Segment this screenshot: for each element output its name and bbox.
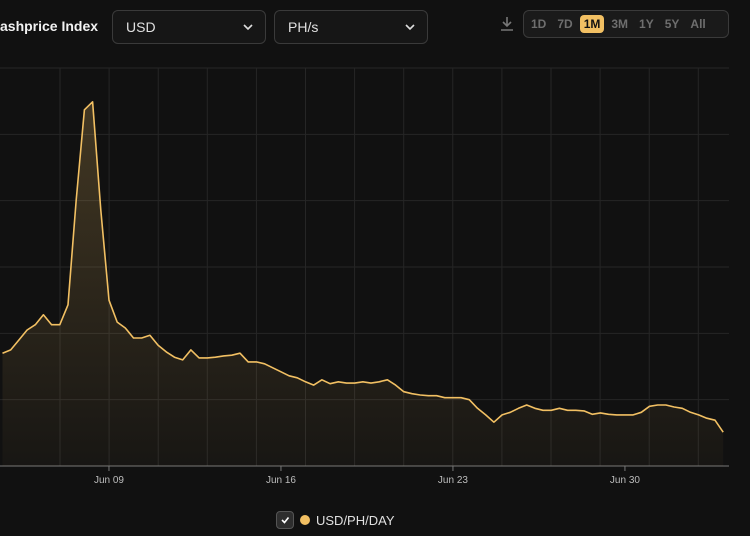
x-tick-label: Jun 30 <box>610 475 640 486</box>
currency-select[interactable]: USD <box>112 10 266 44</box>
x-tick-label: Jun 23 <box>438 475 468 486</box>
range-button[interactable]: All <box>690 17 706 31</box>
x-tick-label: Jun 16 <box>266 475 296 486</box>
range-selector: 1D 7D 1M 3M 1Y 5Y All <box>523 10 729 38</box>
range-button[interactable]: 1M <box>579 15 605 33</box>
currency-value: USD <box>126 19 156 35</box>
range-button[interactable]: 1D <box>531 17 547 31</box>
unit-value: PH/s <box>288 19 319 35</box>
chart-title: ashprice Index <box>0 18 99 34</box>
range-button[interactable]: 3M <box>611 17 629 31</box>
area <box>2 101 724 467</box>
chevron <box>243 24 253 31</box>
range-button[interactable]: 5Y <box>664 17 680 31</box>
legend-toggle[interactable] <box>276 511 294 529</box>
range-button[interactable]: 7D <box>557 17 573 31</box>
unit-select[interactable]: PH/s <box>274 10 428 44</box>
line <box>2 101 724 433</box>
legend-label: USD/PH/DAY <box>316 512 395 528</box>
legend-swatch <box>300 515 310 525</box>
x-tick-label: Jun 09 <box>94 475 124 486</box>
download-button[interactable] <box>499 16 515 32</box>
chevron <box>405 24 415 31</box>
range-button[interactable]: 1Y <box>639 17 654 31</box>
chart: Jun 09 Jun 16 Jun 23 Jun 30 <box>0 67 729 486</box>
legend: USD/PH/DAY <box>276 511 395 529</box>
